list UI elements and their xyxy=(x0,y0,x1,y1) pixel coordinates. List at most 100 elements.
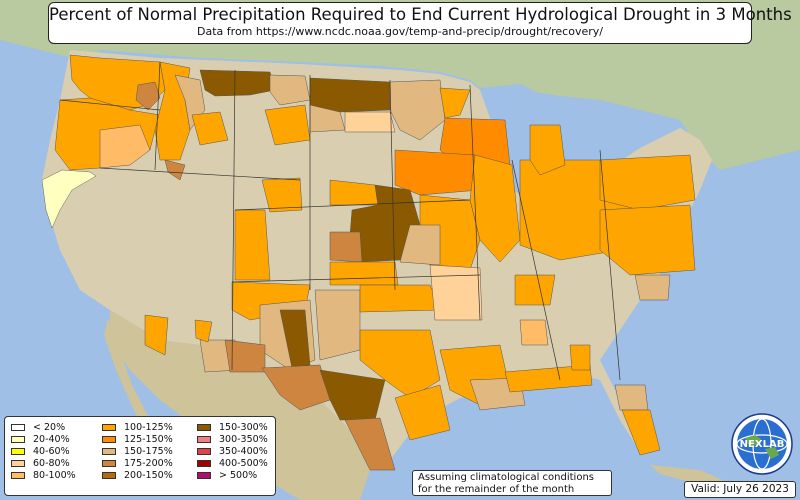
legend-swatch xyxy=(11,460,25,468)
region-pennsylvania xyxy=(599,154,696,211)
note-line-2: for the remainder of the month xyxy=(418,484,575,495)
region-california-20-40 xyxy=(41,169,97,229)
region-virginia xyxy=(599,204,696,276)
legend-item: 40-60% xyxy=(11,445,76,457)
region-idaho-brown xyxy=(135,81,161,111)
region-texas-coast xyxy=(394,384,451,441)
legend-label: 400-500% xyxy=(219,458,268,470)
logo-text: NEXLAB xyxy=(740,439,785,450)
title-box: Percent of Normal Precipitation Required… xyxy=(48,2,792,44)
drought-regions xyxy=(41,54,696,471)
legend-swatch xyxy=(102,447,116,455)
region-colorado-orange xyxy=(234,209,271,281)
legend-swatch xyxy=(197,472,211,480)
legend-swatch xyxy=(11,472,25,480)
region-texas-south xyxy=(344,417,396,471)
legend-item: 175-200% xyxy=(102,458,173,470)
legend-label: > 500% xyxy=(219,470,258,482)
region-north-dakota xyxy=(309,77,391,113)
region-montana-tan xyxy=(269,74,311,106)
region-michigan xyxy=(529,124,566,176)
legend-label: 200-150% xyxy=(124,470,173,482)
region-gulf-orange xyxy=(504,364,593,393)
region-idaho-brown2 xyxy=(164,159,186,181)
region-montana-orange xyxy=(191,111,229,146)
region-texas-brown-west xyxy=(261,364,331,411)
region-florida-tan xyxy=(614,384,649,411)
legend: < 20% 20-40% 40-60% 60-80% 80-100% 100-1… xyxy=(4,416,276,496)
region-arkansas xyxy=(429,264,483,321)
legend-item: 400-500% xyxy=(197,458,268,470)
legend-label: 150-300% xyxy=(219,421,268,433)
state-boundaries xyxy=(59,61,621,381)
legend-item: > 500% xyxy=(197,470,268,482)
legend-column-1: < 20% 20-40% 40-60% 60-80% 80-100% xyxy=(11,421,76,482)
note-line-1: Assuming climatological conditions xyxy=(418,472,594,483)
legend-swatch xyxy=(102,423,116,431)
legend-item: 20-40% xyxy=(11,433,76,445)
legend-swatch xyxy=(11,435,25,443)
legend-item: < 20% xyxy=(11,421,76,433)
legend-label: 125-150% xyxy=(124,433,173,445)
region-minnesota-orange xyxy=(439,87,471,119)
legend-swatch xyxy=(197,447,211,455)
legend-label: 40-60% xyxy=(33,445,70,457)
region-tennessee xyxy=(514,274,556,306)
region-missouri-tan xyxy=(399,224,441,266)
legend-swatch xyxy=(11,423,25,431)
region-arizona-brown xyxy=(224,339,266,373)
nexlab-logo: NEXLAB xyxy=(731,413,793,475)
legend-item: 200-150% xyxy=(102,470,173,482)
region-dakota-light xyxy=(344,111,396,133)
region-florida-orange xyxy=(621,409,661,456)
legend-swatch xyxy=(197,460,211,468)
baja-california xyxy=(104,318,160,442)
region-carolina-tan xyxy=(634,274,671,301)
great-lakes xyxy=(478,84,640,200)
legend-item: 350-400% xyxy=(197,445,268,457)
legend-item: 60-80% xyxy=(11,458,76,470)
map-title: Percent of Normal Precipitation Required… xyxy=(49,5,792,24)
mexico-land xyxy=(110,310,370,500)
valid-date: Valid: July 26 2023 xyxy=(684,481,796,498)
legend-item: 300-350% xyxy=(197,433,268,445)
legend-label: 60-80% xyxy=(33,458,70,470)
legend-label: 175-200% xyxy=(124,458,173,470)
legend-label: 20-40% xyxy=(33,433,70,445)
region-utah-orange xyxy=(261,177,303,213)
legend-item: 150-175% xyxy=(102,445,173,457)
legend-item: 80-100% xyxy=(11,470,76,482)
assumption-note: Assuming climatological conditions for t… xyxy=(412,470,612,496)
legend-item: 125-150% xyxy=(102,433,173,445)
legend-swatch xyxy=(11,447,25,455)
legend-column-3: 150-300% 300-350% 350-400% 400-500% > 50… xyxy=(197,421,268,482)
legend-item: 150-300% xyxy=(197,421,268,433)
legend-swatch xyxy=(102,435,116,443)
legend-column-2: 100-125% 125-150% 150-175% 175-200% 200-… xyxy=(102,421,173,482)
region-kansas-brown xyxy=(329,231,363,263)
map-subtitle: Data from https://www.ncdc.noaa.gov/temp… xyxy=(197,25,603,38)
region-mississippi-small xyxy=(519,319,549,346)
region-iowa xyxy=(394,149,481,196)
legend-label: 100-125% xyxy=(124,421,173,433)
region-minnesota xyxy=(389,79,446,141)
region-arizona-orange xyxy=(144,314,169,356)
region-alabama-small xyxy=(569,344,591,371)
region-new-mexico-dark xyxy=(279,309,311,369)
legend-label: < 20% xyxy=(33,421,66,433)
legend-swatch xyxy=(102,472,116,480)
legend-label: 150-175% xyxy=(124,445,173,457)
legend-label: 300-350% xyxy=(219,433,268,445)
region-kansas-orange xyxy=(329,261,399,286)
region-oregon-east xyxy=(99,124,151,169)
legend-item: 100-125% xyxy=(102,421,173,433)
region-texas-tan xyxy=(314,289,361,361)
legend-swatch xyxy=(197,435,211,443)
region-arizona-small xyxy=(194,319,213,343)
region-montana-dark xyxy=(199,69,276,97)
legend-swatch xyxy=(102,460,116,468)
region-oklahoma xyxy=(359,284,441,313)
legend-swatch xyxy=(197,423,211,431)
legend-label: 80-100% xyxy=(33,470,76,482)
